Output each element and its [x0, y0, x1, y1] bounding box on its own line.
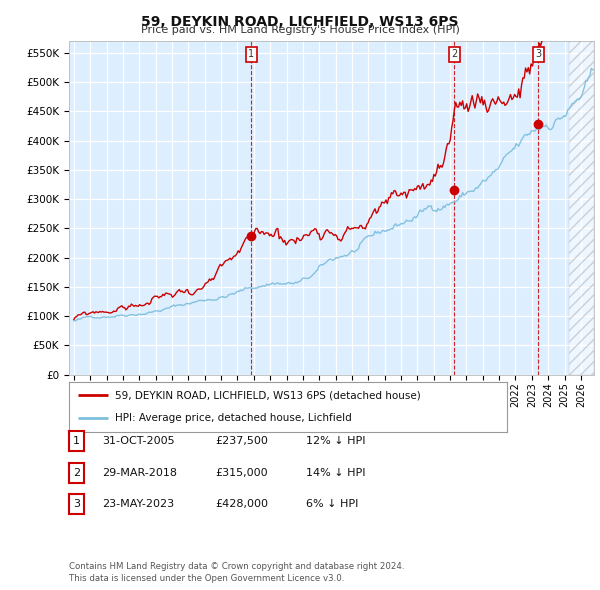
- Text: Contains HM Land Registry data © Crown copyright and database right 2024.
This d: Contains HM Land Registry data © Crown c…: [69, 562, 404, 583]
- Text: Price paid vs. HM Land Registry's House Price Index (HPI): Price paid vs. HM Land Registry's House …: [140, 25, 460, 35]
- Text: £428,000: £428,000: [215, 500, 269, 509]
- Text: 14% ↓ HPI: 14% ↓ HPI: [305, 468, 365, 477]
- Text: 1: 1: [248, 49, 254, 59]
- Text: 6% ↓ HPI: 6% ↓ HPI: [305, 500, 358, 509]
- Text: 31-OCT-2005: 31-OCT-2005: [101, 436, 175, 445]
- Polygon shape: [569, 41, 594, 375]
- Text: 3: 3: [73, 500, 80, 509]
- Text: 59, DEYKIN ROAD, LICHFIELD, WS13 6PS (detached house): 59, DEYKIN ROAD, LICHFIELD, WS13 6PS (de…: [115, 390, 421, 400]
- Text: 59, DEYKIN ROAD, LICHFIELD, WS13 6PS: 59, DEYKIN ROAD, LICHFIELD, WS13 6PS: [141, 15, 459, 29]
- Text: 2: 2: [451, 49, 457, 59]
- Text: 1: 1: [73, 436, 80, 445]
- Text: HPI: Average price, detached house, Lichfield: HPI: Average price, detached house, Lich…: [115, 414, 352, 424]
- Text: £237,500: £237,500: [215, 436, 269, 445]
- Text: 2: 2: [73, 468, 80, 477]
- Text: 12% ↓ HPI: 12% ↓ HPI: [305, 436, 365, 445]
- Text: 3: 3: [535, 49, 541, 59]
- Text: 29-MAR-2018: 29-MAR-2018: [101, 468, 176, 477]
- Text: £315,000: £315,000: [215, 468, 268, 477]
- Text: 23-MAY-2023: 23-MAY-2023: [101, 500, 174, 509]
